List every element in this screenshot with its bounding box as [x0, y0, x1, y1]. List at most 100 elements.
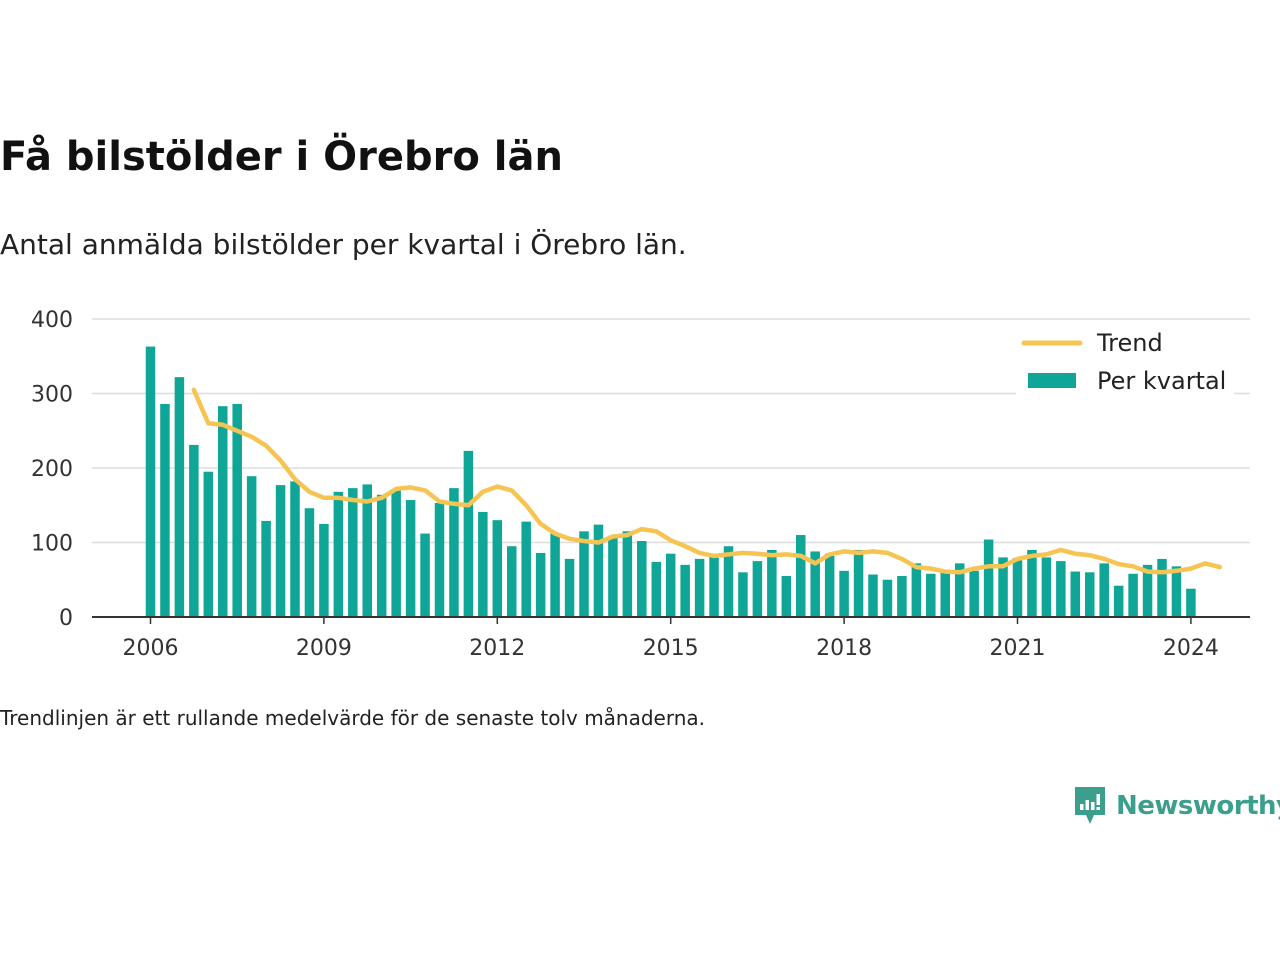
- bar: [983, 539, 994, 617]
- bar: [752, 561, 763, 617]
- bar: [521, 521, 531, 617]
- bar: [637, 541, 647, 617]
- x-tick-label: 2024: [1163, 636, 1219, 661]
- chart-subtitle: Antal anmälda bilstölder per kvartal i Ö…: [0, 228, 687, 261]
- bar-series: [145, 346, 1196, 617]
- bar: [535, 552, 546, 617]
- bar: [940, 570, 950, 617]
- bar: [405, 500, 416, 617]
- bar: [1186, 588, 1196, 617]
- bar: [261, 520, 271, 617]
- bar: [1142, 564, 1153, 617]
- bar: [969, 570, 979, 617]
- bar: [709, 555, 719, 617]
- footnote: Trendlinjen är ett rullande medelvärde f…: [0, 706, 706, 730]
- bar: [1056, 561, 1066, 617]
- bar: [767, 549, 777, 617]
- axes: 0 100 200 300 400 2006 2009 2012 2015 2018 2021 202…: [31, 308, 1250, 661]
- bar: [680, 564, 690, 617]
- bar: [333, 491, 344, 617]
- bar: [1171, 566, 1182, 617]
- bar: [478, 511, 488, 617]
- bar: [492, 520, 503, 617]
- bar: [1128, 573, 1138, 617]
- x-tick-label: 2021: [990, 636, 1046, 661]
- bar: [290, 481, 300, 617]
- bar: [376, 494, 387, 617]
- bar: [665, 553, 676, 617]
- bar: [246, 476, 257, 617]
- bar: [1157, 558, 1167, 617]
- bar: [723, 546, 734, 617]
- bar: [304, 508, 315, 617]
- bar: [232, 403, 242, 617]
- x-tick-label: 2015: [643, 636, 699, 661]
- bar: [420, 533, 430, 617]
- bar: [622, 531, 633, 617]
- bar: [911, 563, 922, 617]
- bar: [1113, 585, 1124, 617]
- bar: [824, 553, 835, 617]
- bar: [362, 484, 372, 617]
- bar: [449, 488, 459, 617]
- bar: [897, 576, 907, 617]
- bar: [651, 561, 661, 617]
- y-tick-label: 400: [31, 308, 73, 333]
- bar: [564, 558, 575, 617]
- x-tick-label: 2009: [296, 636, 352, 661]
- bar: [174, 377, 185, 617]
- bar: [839, 570, 849, 617]
- x-tick-label: 2006: [123, 636, 179, 661]
- brand-name: Newsworthy: [1116, 791, 1280, 821]
- chart-area: 0 100 200 300 400 2006 2009 2012 2015 2018 2021 202…: [31, 308, 1250, 661]
- bar: [1070, 571, 1081, 617]
- bar: [1085, 572, 1095, 617]
- legend-bar-label: Per kvartal: [1097, 367, 1226, 395]
- bar: [1041, 557, 1052, 617]
- bar: [853, 549, 864, 617]
- bar: [738, 572, 748, 617]
- newsworthy-logo-icon: [1075, 787, 1105, 824]
- y-tick-label: 0: [59, 606, 73, 631]
- bar: [1099, 563, 1109, 617]
- legend-bar-swatch: [1028, 373, 1076, 388]
- bar: [348, 488, 358, 617]
- bar: [694, 558, 705, 617]
- bar: [463, 450, 474, 617]
- trend-series: [191, 387, 1223, 575]
- y-tick-label: 100: [31, 532, 73, 557]
- chart-title: Få bilstölder i Örebro län: [0, 134, 563, 180]
- bar: [926, 573, 936, 617]
- bar: [203, 471, 214, 617]
- bar: [954, 563, 965, 617]
- bar: [608, 535, 618, 617]
- bar: [868, 574, 878, 617]
- bar: [550, 533, 560, 617]
- bar: [145, 346, 156, 617]
- bar: [882, 579, 893, 617]
- trend-line: [191, 387, 1223, 575]
- bar: [434, 503, 445, 617]
- legend-background: [1016, 323, 1234, 405]
- bar: [1027, 549, 1037, 617]
- bar: [593, 524, 604, 617]
- bar: [810, 551, 820, 617]
- bar: [579, 531, 589, 617]
- bar: [998, 557, 1008, 617]
- bar: [160, 403, 170, 617]
- legend-trend-label: Trend: [1096, 329, 1163, 357]
- bar: [319, 523, 329, 617]
- legend: Trend Per kvartal: [1016, 323, 1234, 405]
- bar: [391, 490, 401, 617]
- brand-logo[interactable]: Newsworthy: [1072, 785, 1280, 827]
- bar: [1012, 558, 1023, 617]
- y-tick-label: 300: [31, 383, 73, 408]
- bar: [275, 485, 286, 617]
- bar: [781, 576, 792, 617]
- x-tick-label: 2018: [816, 636, 872, 661]
- bar: [218, 406, 228, 617]
- bar: [507, 546, 517, 617]
- bar: [796, 535, 806, 617]
- y-tick-label: 200: [31, 457, 73, 482]
- bar: [189, 444, 199, 617]
